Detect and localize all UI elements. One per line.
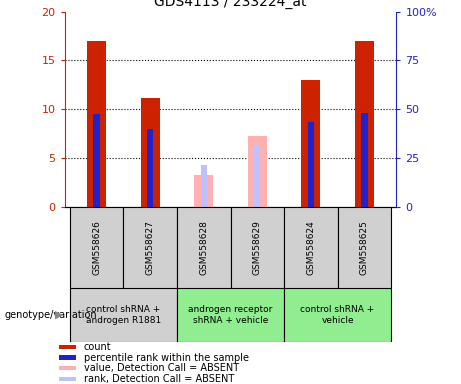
Bar [361,113,367,207]
Text: count: count [84,342,112,352]
Bar [301,80,320,207]
FancyBboxPatch shape [284,207,337,288]
Text: genotype/variation: genotype/variation [5,310,97,320]
FancyBboxPatch shape [177,288,284,342]
Bar [87,41,106,207]
Text: androgen receptor
shRNA + vehicle: androgen receptor shRNA + vehicle [188,305,273,324]
Bar [141,98,160,207]
Text: control shRNA +
vehicle: control shRNA + vehicle [301,305,375,324]
Bar [248,136,266,207]
Bar [59,366,76,370]
Text: ▶: ▶ [55,310,63,320]
Text: GSM558625: GSM558625 [360,220,369,275]
Bar [201,165,207,207]
Bar [94,114,100,207]
Text: GSM558626: GSM558626 [92,220,101,275]
Bar [147,129,154,207]
Text: percentile rank within the sample: percentile rank within the sample [84,353,249,362]
Text: GSM558628: GSM558628 [199,220,208,275]
FancyBboxPatch shape [177,207,230,288]
Text: value, Detection Call = ABSENT: value, Detection Call = ABSENT [84,363,239,373]
Text: GSM558624: GSM558624 [306,220,315,275]
Bar [307,122,314,207]
Title: GDS4113 / 233224_at: GDS4113 / 233224_at [154,0,307,9]
Bar [254,146,260,207]
Bar [59,377,76,381]
FancyBboxPatch shape [124,207,177,288]
FancyBboxPatch shape [70,207,124,288]
Text: GSM558629: GSM558629 [253,220,262,275]
FancyBboxPatch shape [230,207,284,288]
Bar [59,345,76,349]
FancyBboxPatch shape [70,288,177,342]
Bar [195,175,213,207]
FancyBboxPatch shape [284,288,391,342]
Bar [59,356,76,360]
Text: control shRNA +
androgen R1881: control shRNA + androgen R1881 [86,305,161,324]
Bar [355,41,374,207]
Text: GSM558627: GSM558627 [146,220,155,275]
FancyBboxPatch shape [337,207,391,288]
Text: rank, Detection Call = ABSENT: rank, Detection Call = ABSENT [84,374,234,384]
